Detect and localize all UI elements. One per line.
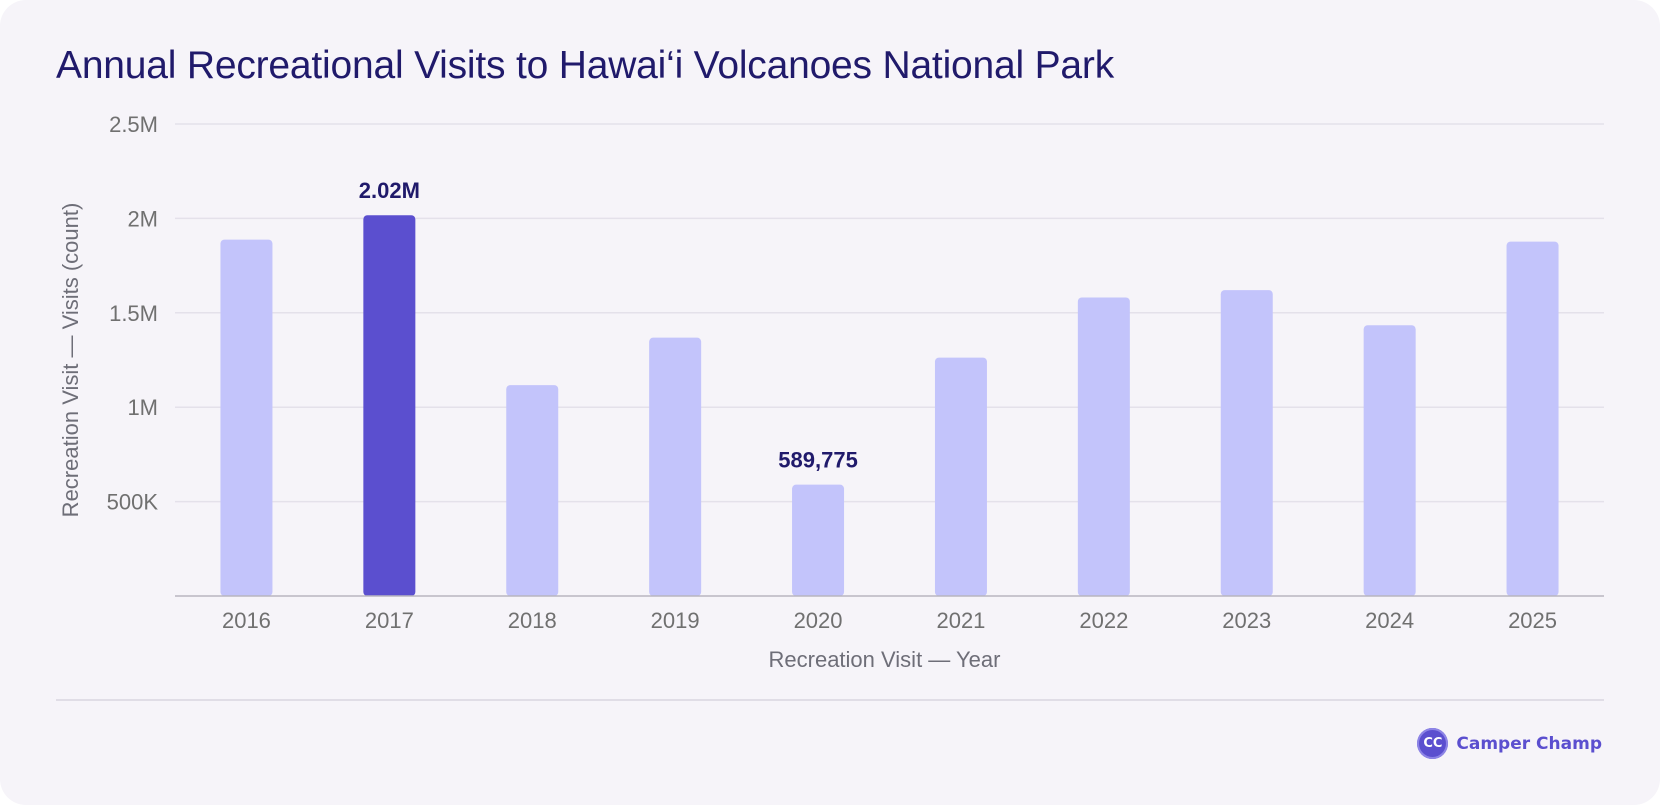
bar	[649, 337, 702, 596]
bar-highlight	[363, 215, 416, 597]
footer-divider	[56, 699, 1604, 701]
bar	[1077, 297, 1130, 596]
brand[interactable]: CC Camper Champ	[1417, 728, 1602, 759]
bar	[934, 357, 987, 596]
brand-name: Camper Champ	[1456, 733, 1602, 754]
y-tick-label: 1M	[127, 395, 158, 420]
bar	[220, 239, 273, 597]
x-tick-label: 2024	[1365, 608, 1414, 633]
x-tick-label: 2017	[365, 608, 414, 633]
x-tick-label: 2020	[794, 608, 843, 633]
x-axis-title: Recreation Visit — Year	[769, 647, 1001, 672]
y-tick-label: 500K	[107, 490, 159, 515]
x-tick-label: 2025	[1508, 608, 1557, 633]
bar	[1506, 241, 1559, 596]
chart-title: Annual Recreational Visits to Hawai‘i Vo…	[56, 44, 1114, 87]
x-tick-label: 2019	[651, 608, 700, 633]
bar	[506, 385, 559, 596]
bar	[1220, 290, 1273, 596]
data-label: 589,775	[778, 448, 858, 473]
x-tick-label: 2022	[1079, 608, 1128, 633]
x-tick-label: 2023	[1222, 608, 1271, 633]
y-tick-label: 2.5M	[109, 112, 158, 137]
y-tick-label: 1.5M	[109, 301, 158, 326]
bar	[792, 484, 845, 596]
y-tick-label: 2M	[127, 206, 158, 231]
camper-champ-logo-icon: CC	[1417, 728, 1449, 759]
x-tick-label: 2021	[936, 608, 985, 633]
x-tick-label: 2016	[222, 608, 271, 633]
data-label: 2.02M	[359, 178, 420, 203]
bar	[1363, 325, 1416, 596]
x-tick-label: 2018	[508, 608, 557, 633]
y-axis-title: Recreation Visit — Visits (count)	[58, 203, 83, 518]
